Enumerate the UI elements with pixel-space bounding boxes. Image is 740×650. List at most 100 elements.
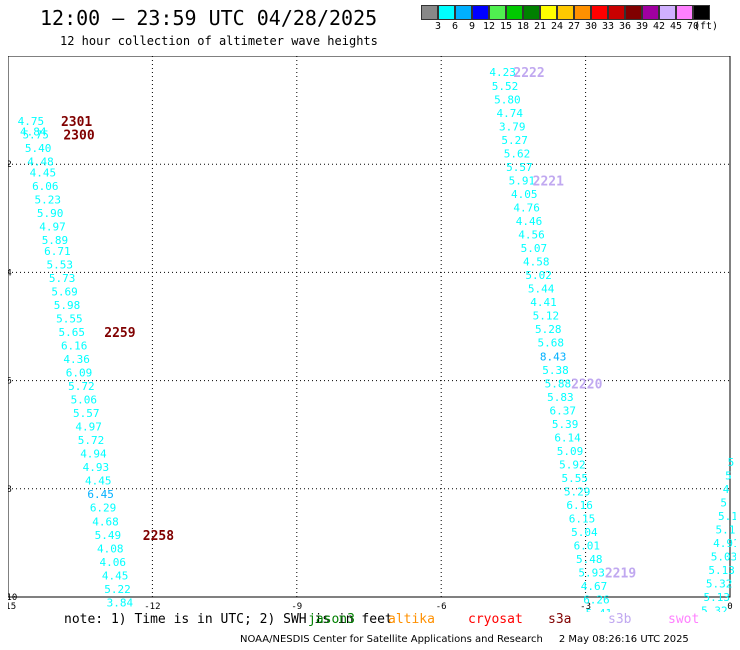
footer: NOAA/NESDIS Center for Satellite Applica… <box>240 634 689 645</box>
legend-swatch <box>693 5 710 20</box>
y-tick-label: -8 <box>8 485 12 495</box>
x-tick-label: -3 <box>580 602 591 612</box>
wave-height-value: 4.48 <box>27 155 54 168</box>
satellite-s3b: s3b <box>608 612 632 627</box>
wave-height-value: 4.05 <box>511 188 538 201</box>
satellite-jason3: jason3 <box>308 612 355 627</box>
wave-height-value: 5.52 <box>492 80 519 93</box>
legend-label: 15 <box>499 21 513 32</box>
wave-height-value: 5.13 <box>704 591 731 604</box>
wave-height-value: 4.58 <box>523 256 550 269</box>
legend-swatch <box>642 5 659 20</box>
wave-height-value: 5.29 <box>564 486 591 499</box>
color-legend: 3 6 9 12 15 18 21 24 27 30 33 36 39 42 45 70 (ft) <box>421 5 718 34</box>
legend-label: 33 <box>601 21 615 32</box>
pass-time-label: 2221 <box>533 174 564 189</box>
footer-timestamp: 2 May 08:26:16 UTC 2025 <box>558 634 689 645</box>
legend-label: 45 <box>669 21 683 32</box>
legend-swatch <box>421 5 438 20</box>
legend-swatch <box>574 5 591 20</box>
legend-swatch <box>455 5 472 20</box>
wave-height-value: 4.45 <box>30 166 57 179</box>
wave-height-value: 5.92 <box>559 458 586 471</box>
wave-height-value: 4.84 <box>20 126 47 139</box>
x-tick-label: -15 <box>8 602 16 612</box>
wave-height-value: 3.84 <box>107 596 134 609</box>
wave-height-value: 5.57 <box>73 407 100 420</box>
wave-height-value: 5.55 <box>56 312 82 325</box>
legend-label: (ft) <box>693 21 719 32</box>
wave-height-value: 5.68 <box>537 337 564 350</box>
legend-swatch <box>523 5 540 20</box>
wave-height-value: 5.72 <box>78 434 105 447</box>
legend-label: 3 <box>434 21 442 32</box>
wave-height-value: 4.41 <box>530 296 557 309</box>
wave-height-value: 5.48 <box>576 553 603 566</box>
wave-height-value: 5.83 <box>547 391 574 404</box>
wave-height-value: 5.89 <box>42 234 68 247</box>
wave-height-value: 4.08 <box>97 542 124 555</box>
wave-height-value: 5 <box>720 496 727 509</box>
wave-height-value: 6.16 <box>566 499 593 512</box>
x-tick-label: 0 <box>727 602 732 612</box>
legend-swatch <box>676 5 693 20</box>
wave-height-value: 4.56 <box>518 229 545 242</box>
legend-label: 42 <box>652 21 666 32</box>
wave-height-value: 5.28 <box>535 323 562 336</box>
wave-height-value: 4.74 <box>497 107 524 120</box>
legend-label: 24 <box>550 21 564 32</box>
legend-swatch <box>438 5 455 20</box>
wave-height-value: 4.75 <box>18 115 45 128</box>
wave-height-value: 3.79 <box>499 120 525 133</box>
x-tick-label: -9 <box>291 602 302 612</box>
wave-height-value: 6.29 <box>90 502 117 515</box>
wave-height-value: 5.88 <box>545 377 572 390</box>
legend-swatch <box>625 5 642 20</box>
y-tick-label: -2 <box>8 160 12 170</box>
satellite-altika: altika <box>388 612 435 627</box>
wave-height-value: 4 <box>723 483 730 496</box>
legend-swatches <box>421 5 710 20</box>
wave-height-value: 5.73 <box>49 272 75 285</box>
footer-credit: NOAA/NESDIS Center for Satellite Applica… <box>240 634 543 645</box>
page-subtitle: 12 hour collection of altimeter wave hei… <box>60 34 378 48</box>
wave-height-value: 5.23 <box>34 193 61 206</box>
wave-height-value: 5.38 <box>542 364 569 377</box>
wave-height-value: 4.91 <box>713 537 736 550</box>
wave-height-value: 4.97 <box>39 220 66 233</box>
plot-frame <box>8 56 731 598</box>
legend-label: 12 <box>482 21 496 32</box>
legend-swatch <box>540 5 557 20</box>
wave-height-value: 4.06 <box>99 556 126 569</box>
legend-swatch <box>506 5 523 20</box>
legend-label: 27 <box>567 21 581 32</box>
wave-height-value: 4.93 <box>83 461 110 474</box>
wave-height-value: 6.37 <box>550 404 577 417</box>
legend-swatch <box>557 5 574 20</box>
legend-label: 39 <box>635 21 649 32</box>
legend-label: 18 <box>516 21 530 32</box>
page-title: 12:00 — 23:59 UTC 04/28/2025 <box>40 6 378 30</box>
wave-height-value: 5.55 <box>562 472 589 485</box>
wave-height-value: 5.80 <box>494 93 521 106</box>
pass-time-label: 2259 <box>104 326 135 341</box>
pass-time-label: 2301 <box>61 115 92 130</box>
pass-time-label: 2220 <box>571 377 602 392</box>
legend-label: 21 <box>533 21 547 32</box>
wave-height-value: 5.07 <box>521 242 548 255</box>
pass-time-label: 2219 <box>605 567 636 582</box>
wave-height-value: 5.13 <box>708 564 735 577</box>
wave-height-value: 4.94 <box>80 448 107 461</box>
legend-label: 36 <box>618 21 632 32</box>
wave-height-value: 5.1 <box>716 523 736 536</box>
legend-swatch <box>591 5 608 20</box>
wave-height-value: 5.41 <box>586 607 613 612</box>
wave-height-value: 6.16 <box>61 339 88 352</box>
wave-height-value: 5.02 <box>525 269 552 282</box>
wave-height-value: 5.90 <box>37 207 64 220</box>
note-text: note: 1) Time is in UTC; 2) SWH is in fe… <box>64 612 393 627</box>
wave-height-value: 5.32 <box>701 605 728 612</box>
wave-height-value: 8.43 <box>540 350 567 363</box>
wave-height-value: 5.12 <box>533 310 560 323</box>
wave-height-value: 6.01 <box>574 540 601 553</box>
